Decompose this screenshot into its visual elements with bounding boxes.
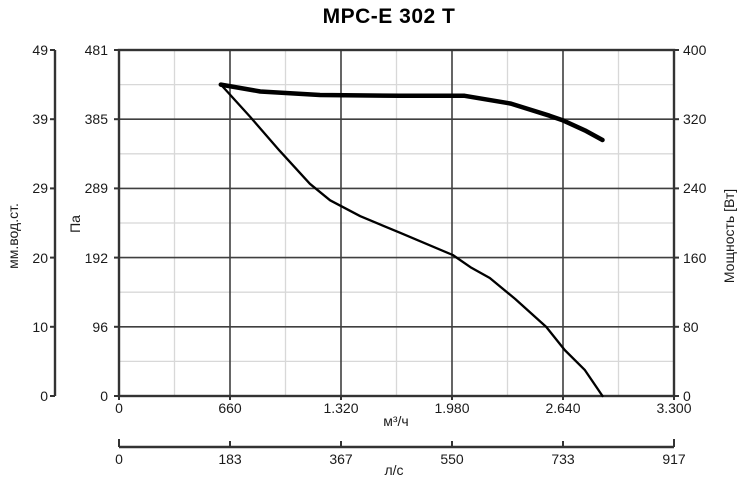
y-pa-tick-label: 192 xyxy=(84,249,108,266)
y-pa-tick-label: 481 xyxy=(84,42,108,58)
x-ls-tick-label: 0 xyxy=(115,451,123,467)
x-m3h-tick-label: 3.300 xyxy=(656,400,692,416)
y-pa-tick-label: 385 xyxy=(84,111,108,128)
y-mm-tick-label: 39 xyxy=(32,111,48,128)
y-pa-tick-label: 289 xyxy=(84,180,108,197)
axis-label-pa: Па xyxy=(67,215,83,233)
y-power-tick-label: 80 xyxy=(683,318,699,335)
x-m3h-tick-label: 660 xyxy=(218,400,242,416)
pressure-curve xyxy=(219,83,604,398)
y-power-tick-label: 400 xyxy=(683,42,707,58)
x-ls-tick-label: 733 xyxy=(551,451,575,467)
chart-title: MPC-E 302 T xyxy=(322,5,456,28)
y-mm-tick-label: 29 xyxy=(32,180,48,197)
power-curve xyxy=(218,82,605,143)
y-mm-tick-label: 49 xyxy=(32,42,48,58)
y-mm-tick-label: 0 xyxy=(40,388,48,404)
x-m3h-tick-label: 0 xyxy=(115,400,123,416)
y-pa-tick-label: 96 xyxy=(92,318,108,335)
ls-axis xyxy=(118,439,675,449)
axis-label-power: Мощность [Вт] xyxy=(721,188,737,284)
grid-major xyxy=(119,50,674,396)
y-mm-tick-label: 20 xyxy=(32,249,48,266)
y-power-tick-label: 240 xyxy=(683,180,707,197)
x-ls-tick-label: 183 xyxy=(218,451,242,467)
x-m3h-tick-label: 2.640 xyxy=(545,400,581,416)
y-power-tick-label: 160 xyxy=(683,249,707,266)
x-ls-tick-label: 550 xyxy=(440,451,464,467)
x-ls-tick-label: 917 xyxy=(662,451,686,467)
grid-minor xyxy=(119,50,674,396)
x-ls-tick-label: 367 xyxy=(329,451,353,467)
y-pa-tick-label: 0 xyxy=(100,388,108,404)
axis-label-ls: л/с xyxy=(384,462,404,478)
y-power-tick-label: 0 xyxy=(683,388,691,404)
y-power-tick-label: 320 xyxy=(683,111,707,128)
axis-label-m3h: м³/ч xyxy=(383,413,409,429)
plot-frame xyxy=(117,48,676,398)
x-m3h-tick-label: 1.980 xyxy=(434,400,470,416)
mm-axis xyxy=(50,49,57,397)
axis-ticks xyxy=(114,49,679,400)
y-mm-tick-label: 10 xyxy=(32,318,48,335)
x-m3h-tick-label: 1.320 xyxy=(323,400,359,416)
